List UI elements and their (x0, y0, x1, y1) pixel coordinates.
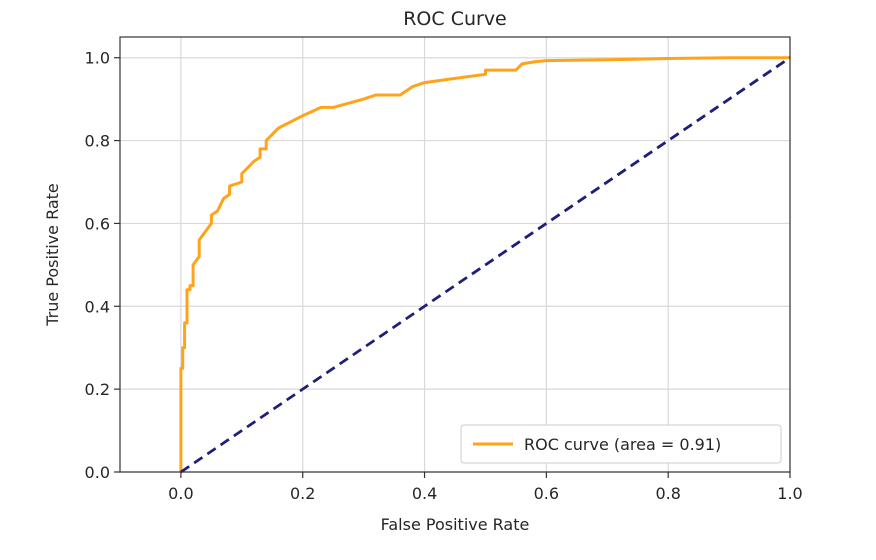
legend-label: ROC curve (area = 0.91) (524, 435, 721, 454)
roc-curve-line (179, 56, 790, 472)
y-axis-ticks: 0.0 0.2 0.4 0.6 0.8 1.0 (85, 49, 120, 482)
y-tick-label: 0.2 (85, 380, 110, 399)
x-tick-label: 0.6 (534, 484, 559, 503)
x-tick-label: 0.4 (412, 484, 437, 503)
x-tick-label: 0.2 (290, 484, 315, 503)
y-tick-label: 0.4 (85, 297, 110, 316)
y-tick-label: 0.8 (85, 132, 110, 151)
x-axis-label: False Positive Rate (381, 515, 530, 534)
x-tick-label: 0.0 (168, 484, 193, 503)
y-tick-label: 1.0 (85, 49, 110, 68)
plot-frame (119, 36, 791, 473)
legend-box (460, 424, 782, 464)
x-axis-ticks: 0.0 0.2 0.4 0.6 0.8 1.0 (168, 472, 803, 503)
y-tick-label: 0.6 (85, 214, 110, 233)
chart-title: ROC Curve (403, 8, 507, 30)
x-tick-label: 1.0 (777, 484, 802, 503)
grid-lines (120, 37, 791, 473)
y-axis-label: True Positive Rate (43, 183, 62, 327)
legend: ROC curve (area = 0.91) (460, 424, 782, 464)
x-tick-label: 0.8 (655, 484, 680, 503)
series-lines (179, 56, 791, 474)
y-tick-label: 0.0 (85, 463, 110, 482)
chance-diagonal-line (180, 56, 791, 474)
